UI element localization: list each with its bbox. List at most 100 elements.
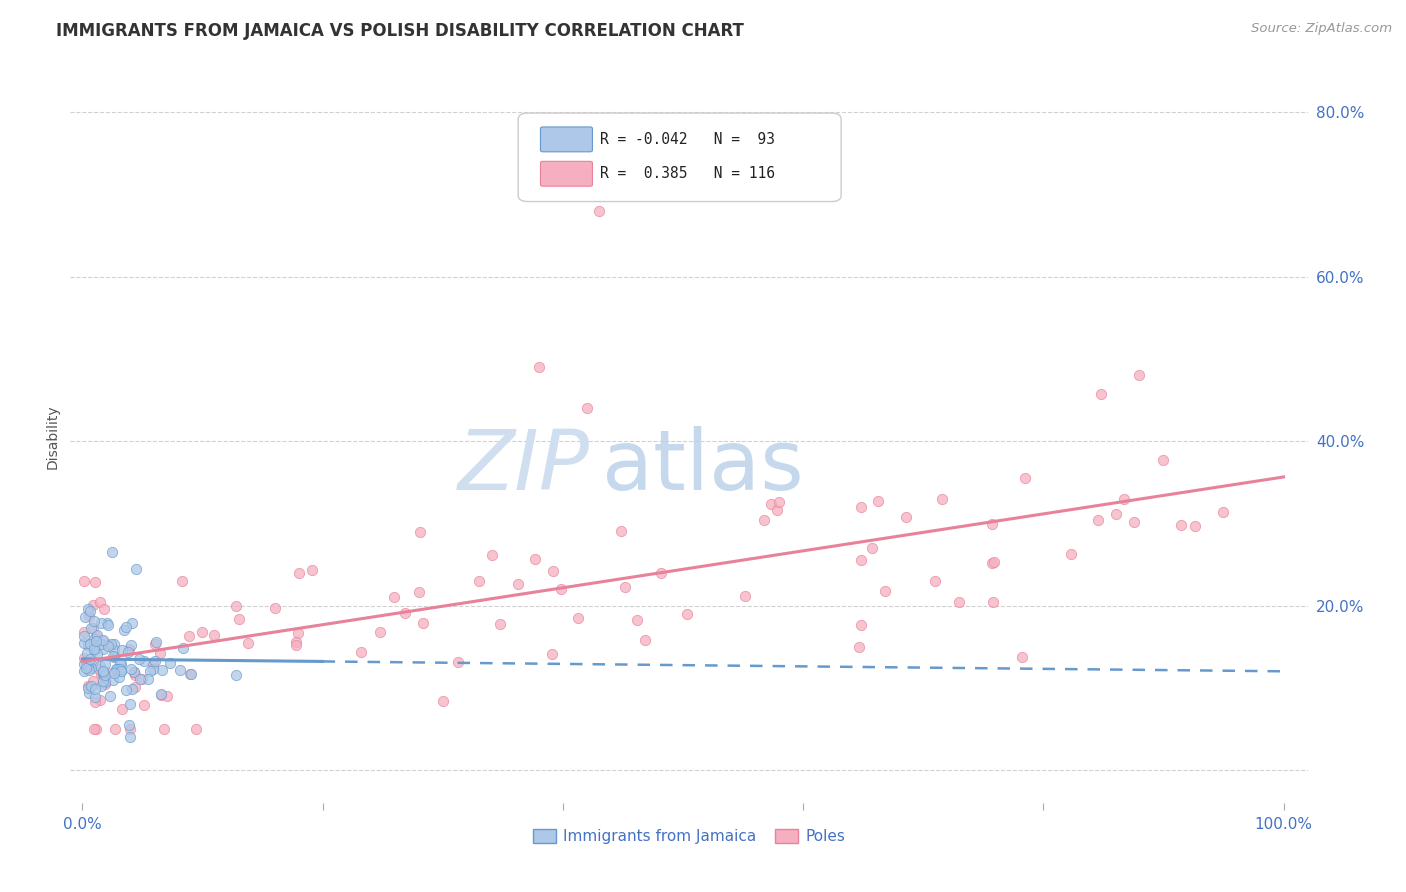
Point bbox=[467, 574, 489, 588]
Point bbox=[866, 494, 889, 508]
Point bbox=[80, 621, 103, 635]
Y-axis label: Disability: Disability bbox=[45, 405, 59, 469]
Point bbox=[83, 614, 105, 628]
Point bbox=[1011, 649, 1033, 664]
Point bbox=[93, 602, 115, 616]
Point bbox=[104, 722, 127, 736]
Point bbox=[82, 598, 104, 612]
Point bbox=[142, 662, 165, 676]
Point bbox=[172, 641, 194, 656]
Point bbox=[98, 689, 121, 703]
Point bbox=[124, 680, 146, 694]
Point bbox=[120, 638, 142, 652]
Point bbox=[588, 204, 610, 219]
Point bbox=[115, 683, 138, 698]
Point bbox=[110, 665, 132, 679]
Point bbox=[91, 664, 114, 678]
Point bbox=[754, 514, 776, 528]
Point bbox=[1087, 512, 1109, 526]
Point bbox=[120, 663, 142, 677]
Point bbox=[90, 679, 112, 693]
Point bbox=[77, 686, 100, 700]
Point bbox=[153, 722, 176, 736]
Point bbox=[225, 667, 247, 681]
Point bbox=[89, 693, 111, 707]
Point bbox=[121, 681, 143, 696]
Point bbox=[105, 662, 128, 676]
Point bbox=[368, 624, 391, 639]
Point bbox=[225, 599, 247, 614]
Point bbox=[97, 666, 120, 681]
Point bbox=[131, 672, 153, 686]
Point bbox=[650, 566, 672, 580]
Point bbox=[100, 637, 122, 651]
Point bbox=[236, 636, 259, 650]
Point bbox=[626, 614, 648, 628]
Point bbox=[177, 629, 200, 643]
Point bbox=[97, 638, 120, 652]
Point bbox=[1128, 368, 1150, 383]
Point bbox=[83, 643, 105, 657]
Point bbox=[80, 679, 103, 693]
Point bbox=[849, 617, 872, 632]
Point bbox=[91, 665, 114, 679]
Point bbox=[103, 666, 125, 681]
Point bbox=[983, 555, 1005, 569]
Point bbox=[613, 580, 636, 594]
Point bbox=[90, 667, 112, 681]
Point bbox=[202, 628, 225, 642]
Point bbox=[110, 643, 132, 657]
Point bbox=[1112, 492, 1135, 507]
Point bbox=[634, 633, 657, 648]
Point bbox=[72, 624, 94, 639]
Point bbox=[981, 556, 1004, 570]
Point bbox=[73, 651, 96, 665]
Point bbox=[89, 595, 111, 609]
Point bbox=[170, 574, 193, 588]
Point bbox=[82, 621, 104, 635]
Point bbox=[91, 641, 114, 656]
Text: ZIP: ZIP bbox=[458, 425, 591, 507]
Point bbox=[541, 565, 564, 579]
Point bbox=[110, 664, 132, 678]
Point bbox=[523, 552, 546, 566]
Point bbox=[73, 574, 96, 589]
Point bbox=[83, 574, 105, 589]
Point bbox=[77, 602, 100, 616]
Point bbox=[84, 632, 107, 646]
Point bbox=[150, 687, 173, 701]
FancyBboxPatch shape bbox=[540, 161, 592, 186]
Point bbox=[132, 654, 155, 668]
Point bbox=[128, 652, 150, 666]
Point bbox=[86, 647, 108, 661]
Point bbox=[83, 632, 105, 647]
Point bbox=[122, 665, 145, 679]
Point bbox=[768, 494, 790, 508]
Point bbox=[179, 667, 201, 681]
Point bbox=[382, 590, 405, 604]
Point bbox=[541, 648, 564, 662]
Point bbox=[91, 666, 114, 681]
Point bbox=[76, 647, 98, 661]
Text: IMMIGRANTS FROM JAMAICA VS POLISH DISABILITY CORRELATION CHART: IMMIGRANTS FROM JAMAICA VS POLISH DISABI… bbox=[56, 22, 744, 40]
Point bbox=[91, 673, 114, 688]
Point bbox=[408, 585, 430, 599]
Point bbox=[72, 636, 94, 650]
Point bbox=[609, 524, 631, 538]
Point bbox=[350, 645, 373, 659]
Point bbox=[101, 545, 124, 559]
Point bbox=[159, 656, 181, 670]
Point bbox=[86, 629, 108, 643]
Point bbox=[142, 657, 165, 671]
Point bbox=[527, 360, 550, 375]
Point bbox=[103, 637, 125, 651]
Point bbox=[80, 661, 103, 675]
Point bbox=[191, 624, 214, 639]
Point bbox=[83, 695, 105, 709]
Point bbox=[86, 722, 108, 736]
Point bbox=[79, 636, 101, 650]
Point bbox=[86, 628, 108, 642]
Point bbox=[103, 643, 125, 657]
Point bbox=[121, 615, 143, 630]
Point bbox=[84, 681, 107, 696]
